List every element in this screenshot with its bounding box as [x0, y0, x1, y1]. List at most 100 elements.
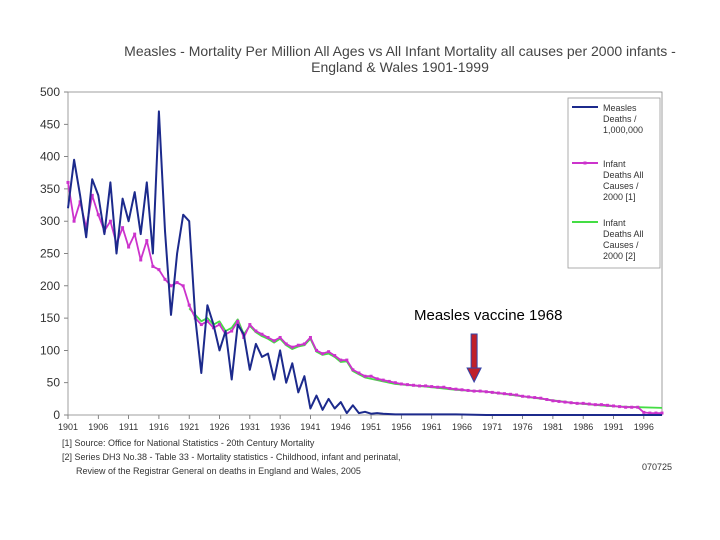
series-point	[145, 239, 149, 243]
series-point	[569, 401, 573, 405]
series-point	[199, 323, 203, 327]
series-point	[157, 268, 161, 272]
y-tick-label: 450	[40, 117, 60, 131]
series-point	[260, 332, 264, 336]
series-point	[539, 396, 543, 400]
series-point	[545, 397, 549, 401]
series-point	[254, 329, 258, 333]
series-point	[218, 323, 222, 327]
y-tick-label: 200	[40, 279, 60, 293]
x-tick-label: 1956	[391, 422, 411, 432]
series-point	[496, 391, 500, 395]
series-point	[121, 226, 125, 230]
y-tick-label: 100	[40, 343, 60, 357]
series-point	[502, 392, 506, 396]
vaccine-annotation-label: Measles vaccine 1968	[414, 307, 562, 324]
x-tick-label: 1916	[149, 422, 169, 432]
legend-label: 1,000,000	[603, 125, 643, 135]
series-point	[339, 358, 343, 362]
series-point	[248, 323, 252, 327]
series-point	[442, 385, 446, 389]
legend-label: Deaths /	[603, 114, 637, 124]
series-point	[296, 343, 300, 347]
series-point	[266, 335, 270, 339]
series-point	[654, 411, 658, 415]
series-point	[351, 368, 355, 372]
series-point	[557, 399, 561, 403]
series-point	[454, 387, 458, 391]
vaccine-arrow-icon	[466, 333, 482, 384]
series-point	[393, 381, 397, 385]
series-line-0	[67, 110, 662, 416]
series-point	[278, 335, 282, 339]
y-tick-label: 350	[40, 182, 60, 196]
vaccine-annotation: Measles vaccine 1968	[414, 307, 562, 384]
series-point	[163, 277, 167, 281]
x-tick-label: 1986	[573, 422, 593, 432]
legend-label: Infant	[603, 218, 626, 228]
x-tick-label: 1946	[331, 422, 351, 432]
x-tick-label: 1901	[58, 422, 78, 432]
chart-subtitle: England & Wales 1901-1999	[311, 59, 489, 75]
legend-label: 2000 [2]	[603, 251, 636, 261]
series-point	[478, 389, 482, 393]
series-point	[448, 387, 452, 391]
series-point	[181, 284, 185, 288]
series-point	[418, 384, 422, 388]
series-point	[375, 377, 379, 381]
x-tick-label: 1941	[300, 422, 320, 432]
x-tick-label: 1961	[422, 422, 442, 432]
y-tick-label: 250	[40, 247, 60, 261]
legend-label: Deaths All	[603, 229, 644, 239]
series-point	[84, 226, 88, 230]
series-point	[436, 385, 440, 389]
arrow-shaft	[470, 333, 478, 369]
series-point	[321, 352, 325, 356]
series-point	[563, 400, 567, 404]
legend-marker	[583, 161, 587, 165]
series-point	[466, 388, 470, 392]
chart-code: 070725	[642, 462, 672, 472]
x-tick-label: 1931	[240, 422, 260, 432]
series-point	[581, 401, 585, 405]
series-point	[484, 390, 488, 394]
series-point	[205, 319, 209, 323]
series-layer	[66, 110, 664, 416]
series-point	[430, 385, 434, 389]
series-point	[90, 193, 94, 197]
x-tick-label: 1981	[543, 422, 563, 432]
x-tick-label: 1971	[482, 422, 502, 432]
series-point	[636, 405, 640, 409]
series-point	[587, 402, 591, 406]
series-point	[648, 411, 652, 415]
series-point	[381, 378, 385, 382]
series-point	[357, 371, 361, 375]
x-axis-ticks: 1901 1906 1911 1916 1921 1926 1931 1936 1941 1946…	[58, 415, 654, 432]
series-point	[169, 284, 173, 288]
series-point	[612, 404, 616, 408]
y-tick-label: 400	[40, 150, 60, 164]
series-point	[599, 403, 603, 407]
series-point	[363, 374, 367, 378]
series-point	[399, 382, 403, 386]
series-point	[624, 405, 628, 409]
x-tick-label: 1911	[119, 422, 138, 432]
series-point	[108, 219, 112, 223]
series-point	[630, 405, 634, 409]
series-point	[151, 264, 155, 268]
series-point	[527, 395, 531, 399]
legend-box	[567, 97, 661, 269]
legend-label: Causes /	[603, 240, 639, 250]
series-point	[308, 335, 312, 339]
series-point	[290, 345, 294, 349]
series-point	[411, 383, 415, 387]
series-point	[133, 232, 137, 236]
series-point	[175, 281, 179, 285]
series-point	[72, 219, 76, 223]
x-tick-label: 1926	[210, 422, 230, 432]
footnote-2: [2] Series DH3 No.38 - Table 33 - Mortal…	[62, 452, 401, 462]
legend-label: Causes /	[603, 181, 639, 191]
series-point	[187, 303, 191, 307]
